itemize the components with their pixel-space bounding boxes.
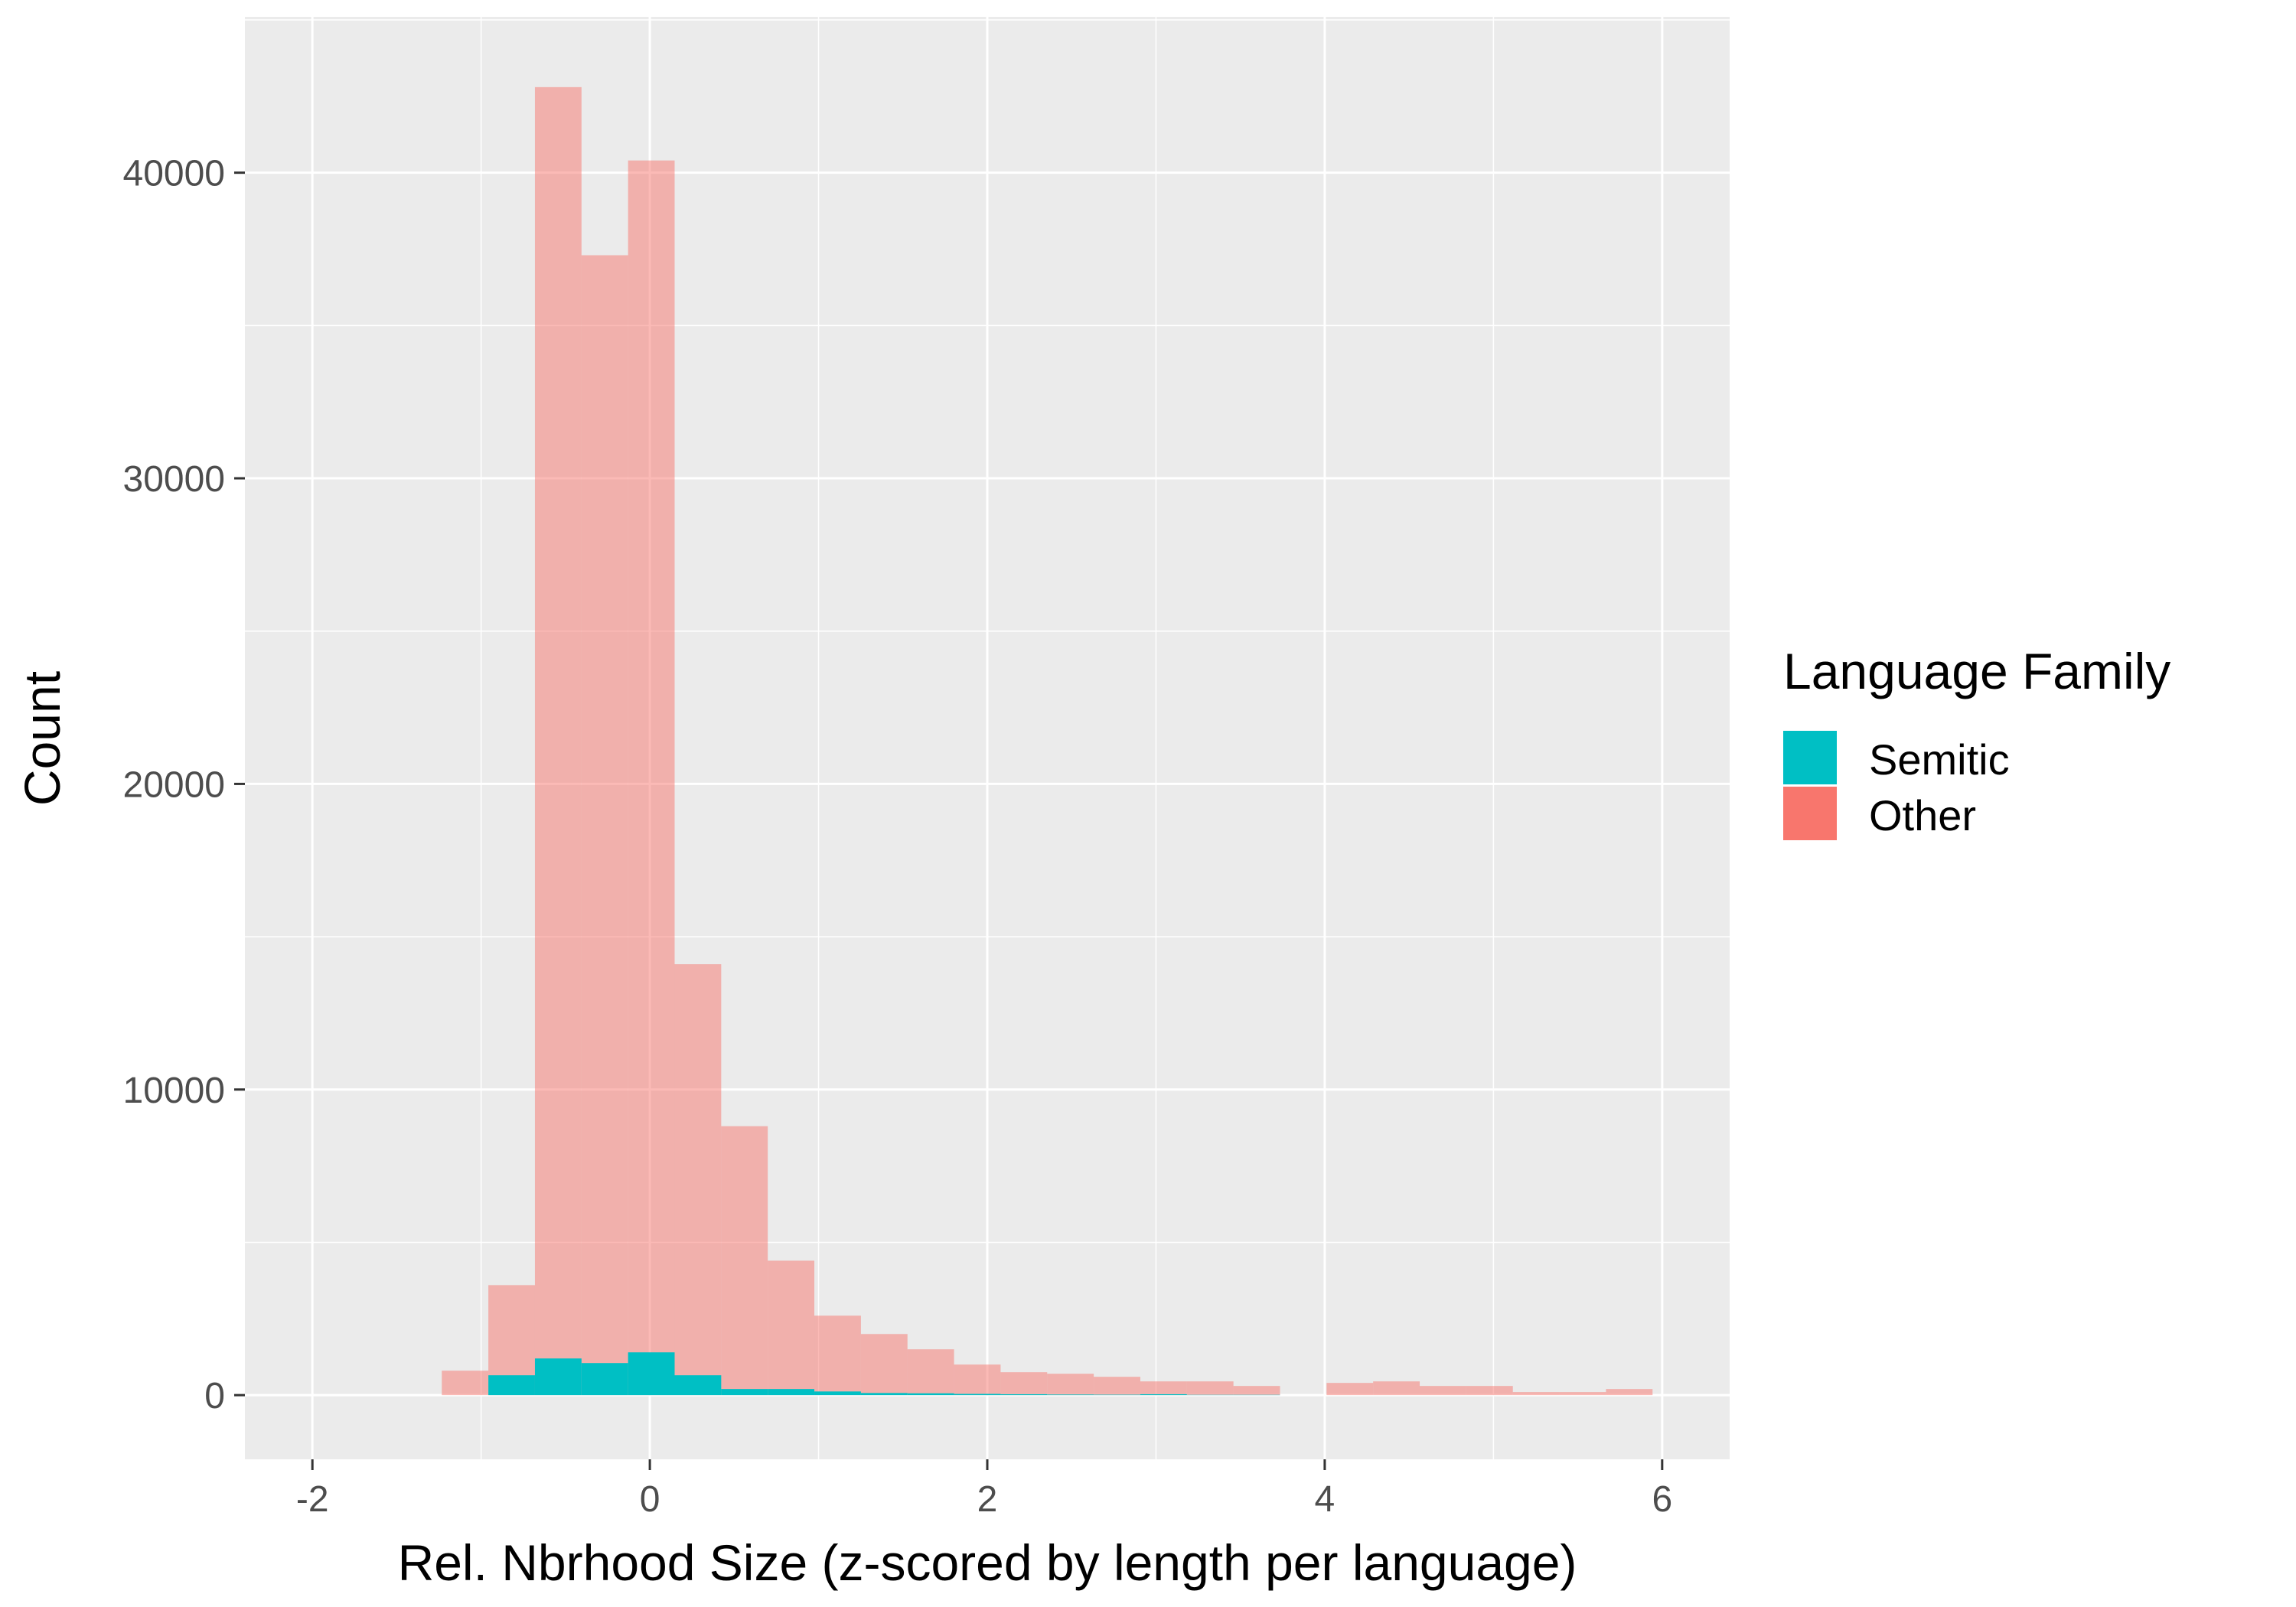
bar-other [1420, 1386, 1466, 1396]
bar-other [721, 1126, 768, 1396]
bar-semitic [954, 1393, 1001, 1396]
x-tick-label: -2 [296, 1479, 329, 1520]
bar-other [1559, 1392, 1606, 1396]
bar-other [1094, 1377, 1140, 1396]
legend: Language Family Semitic Other [1783, 643, 2170, 840]
bar-semitic [488, 1375, 535, 1396]
bar-semitic [674, 1375, 722, 1396]
x-tick-label: 4 [1315, 1479, 1336, 1520]
y-tick-label: 10000 [123, 1071, 225, 1111]
bar-semitic [907, 1393, 954, 1396]
bar-other [1186, 1381, 1234, 1396]
bar-semitic [721, 1389, 768, 1396]
bar-other [814, 1315, 861, 1396]
bar-other [442, 1371, 489, 1396]
bar-semitic [1047, 1394, 1094, 1396]
bar-other [768, 1260, 815, 1396]
series-semitic-bars [488, 1352, 1280, 1396]
bar-semitic [860, 1393, 908, 1396]
bar-other [1000, 1372, 1048, 1396]
x-tick-label: 0 [640, 1479, 660, 1520]
y-axis-title: Count [14, 671, 70, 806]
x-axis: -2 0 2 4 6 [296, 1459, 1672, 1520]
bar-other [1466, 1386, 1513, 1396]
bar-semitic [581, 1363, 628, 1396]
bar-other [628, 160, 675, 1396]
bar-other [1512, 1392, 1560, 1396]
x-axis-title: Rel. Nbrhood Size (z-scored by length pe… [398, 1534, 1577, 1591]
bar-other [954, 1364, 1001, 1396]
bar-other [1606, 1389, 1653, 1396]
y-tick-label: 40000 [123, 154, 225, 194]
bar-other [674, 964, 722, 1396]
bar-other [534, 86, 582, 1396]
legend-key-other [1783, 787, 1837, 840]
bar-semitic [1094, 1394, 1140, 1396]
x-tick-label: 6 [1652, 1479, 1672, 1520]
bar-other [907, 1349, 954, 1396]
x-tick-label: 2 [977, 1479, 998, 1520]
bar-other [860, 1334, 908, 1396]
bar-semitic [768, 1389, 815, 1396]
bar-other [1140, 1381, 1187, 1396]
legend-title: Language Family [1783, 643, 2170, 699]
series-other-bars [442, 86, 1653, 1396]
y-axis: 0 10000 20000 30000 40000 [123, 154, 245, 1416]
legend-key-semitic [1783, 731, 1837, 784]
legend-label-other: Other [1869, 791, 1976, 839]
bar-semitic [1000, 1393, 1048, 1396]
bar-semitic [1140, 1393, 1187, 1396]
bar-semitic [814, 1391, 861, 1396]
bar-other [1047, 1374, 1094, 1396]
legend-label-semitic: Semitic [1869, 735, 2010, 784]
y-tick-label: 0 [204, 1376, 225, 1416]
bar-other [1233, 1386, 1280, 1396]
bar-semitic [628, 1352, 675, 1396]
bar-semitic [534, 1358, 582, 1396]
bar-other [581, 255, 628, 1396]
y-tick-label: 20000 [123, 764, 225, 805]
bar-other [1373, 1381, 1420, 1396]
bar-other [1326, 1383, 1374, 1396]
y-tick-label: 30000 [123, 459, 225, 500]
